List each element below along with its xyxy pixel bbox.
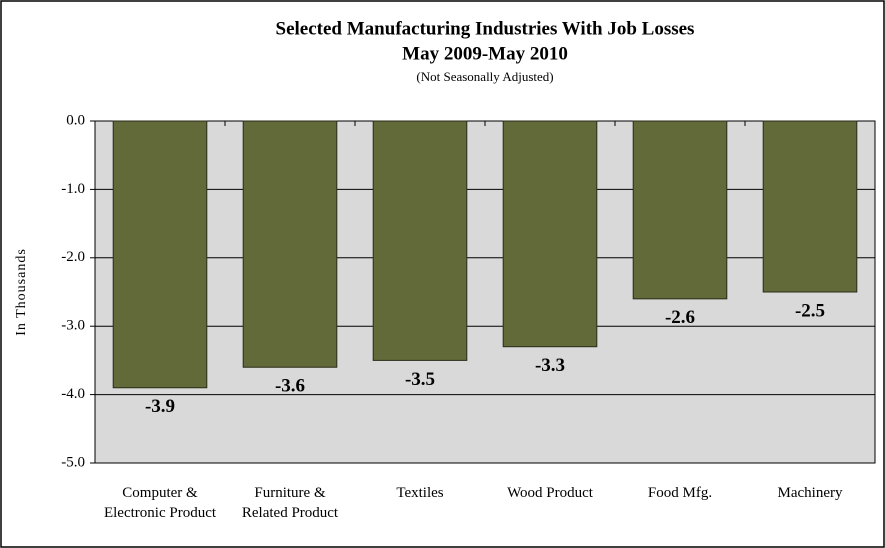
chart-title: Selected Manufacturing Industries With J… bbox=[276, 18, 695, 39]
bar bbox=[502, 120, 598, 348]
x-tick-label: Food Mfg. bbox=[647, 485, 713, 501]
y-tick-label: -5.0 bbox=[61, 454, 85, 470]
y-tick-label: -1.0 bbox=[61, 181, 85, 197]
y-tick-label: -2.0 bbox=[61, 249, 85, 265]
chart-subtitle: May 2009-May 2010 bbox=[402, 43, 568, 64]
y-axis-label: In Thousands bbox=[14, 248, 29, 336]
bar bbox=[632, 120, 728, 300]
x-tick-label: Furniture & Related Product bbox=[241, 485, 339, 521]
bar bbox=[762, 120, 858, 293]
value-label: -3.5 bbox=[405, 369, 435, 390]
y-tick-label: 0.0 bbox=[66, 112, 85, 128]
plot-area bbox=[94, 120, 876, 464]
y-tick-label: -4.0 bbox=[61, 386, 85, 402]
chart-note: (Not Seasonally Adjusted) bbox=[416, 69, 553, 84]
value-label: -3.6 bbox=[275, 376, 305, 397]
value-label: -3.3 bbox=[535, 355, 565, 376]
x-tick-label: Computer & Electronic Product bbox=[103, 485, 217, 521]
bar bbox=[372, 120, 468, 361]
x-tick-label: Textiles bbox=[396, 485, 444, 501]
y-tick-label: -3.0 bbox=[61, 318, 85, 334]
value-label: -2.6 bbox=[665, 307, 695, 328]
value-label: -2.5 bbox=[795, 300, 825, 321]
value-label: -3.9 bbox=[145, 396, 175, 417]
bar bbox=[112, 120, 208, 389]
x-tick-label: Wood Product bbox=[507, 485, 593, 501]
x-tick-label: Machinery bbox=[777, 485, 843, 501]
bar bbox=[242, 120, 338, 368]
